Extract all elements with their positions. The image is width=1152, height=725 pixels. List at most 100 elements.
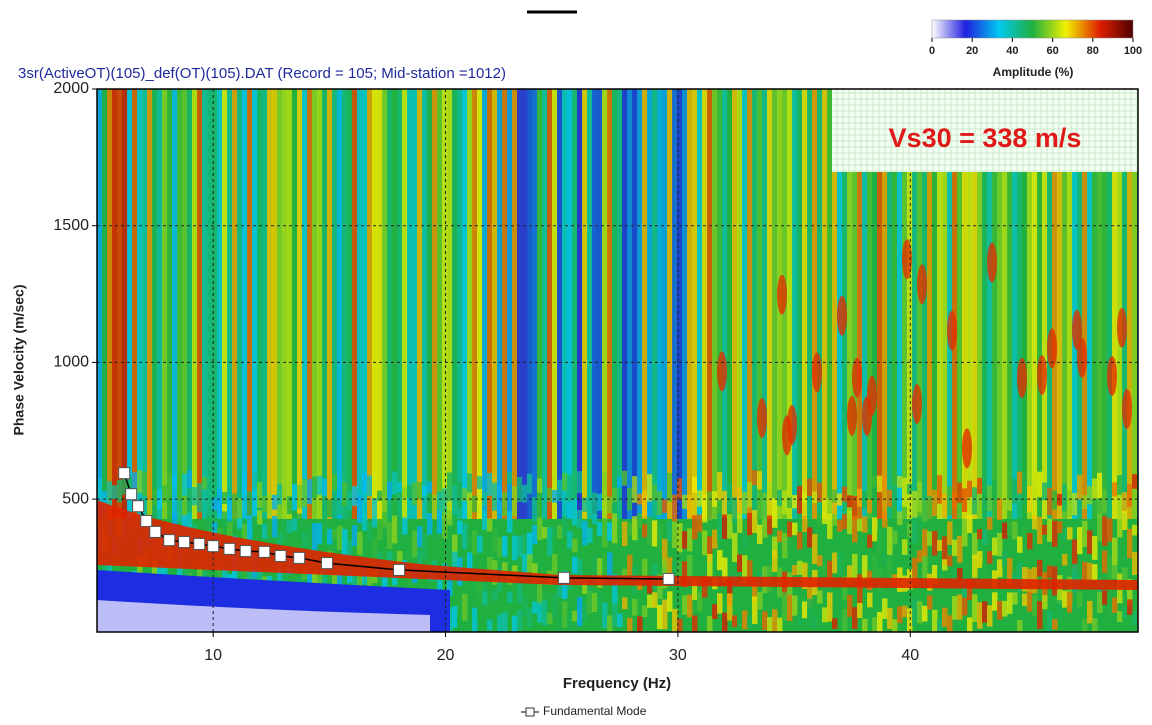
heatmap-blob xyxy=(657,491,663,515)
heatmap-blob xyxy=(1092,536,1098,560)
heatmap-blob xyxy=(732,497,738,523)
heatmap-blob xyxy=(597,494,603,511)
heatmap-blob xyxy=(902,539,908,555)
heatmap-blob xyxy=(407,485,413,498)
annotation: Vs30 = 338 m/s xyxy=(889,123,1082,153)
heatmap-blob xyxy=(577,471,583,493)
heatmap-blob xyxy=(487,620,493,631)
heatmap-blob xyxy=(397,517,403,540)
heatmap-blob xyxy=(392,471,398,494)
heatmap-blob xyxy=(1087,601,1093,623)
heatmap-blob xyxy=(882,474,888,490)
heatmap-blob xyxy=(1002,499,1008,511)
heatmap-blob xyxy=(642,524,648,537)
heatmap-stripe xyxy=(697,89,703,519)
heatmap-blob xyxy=(577,510,583,529)
heatmap-blob xyxy=(717,513,723,540)
heatmap-blob xyxy=(692,477,698,493)
heatmap-blob xyxy=(492,590,498,601)
heatmap-stripe xyxy=(142,89,148,519)
heatmap-blob xyxy=(857,489,863,507)
heatmap-blob xyxy=(1077,591,1083,607)
heatmap-blob xyxy=(927,595,933,609)
heatmap-blob xyxy=(717,593,723,613)
heatmap-stripe xyxy=(137,89,143,519)
heatmap-stripe xyxy=(747,89,753,519)
heatmap-stripe xyxy=(482,89,488,519)
heatmap-stripe xyxy=(252,89,258,519)
heatmap-blob xyxy=(652,520,658,546)
heatmap-stripe xyxy=(707,89,713,519)
heatmap-blob xyxy=(1062,554,1068,566)
data-point xyxy=(240,546,251,557)
heatmap-stripe xyxy=(592,89,598,519)
heatmap-blob xyxy=(537,479,543,493)
heatmap-blob xyxy=(557,480,563,502)
heatmap-blob xyxy=(682,595,688,614)
heatmap-blob xyxy=(997,559,1003,577)
heatmap-blob xyxy=(207,516,213,531)
heatmap-blob xyxy=(807,527,813,547)
heatmap-stripe xyxy=(607,89,613,519)
heatmap-blob xyxy=(1067,527,1073,539)
heatmap-blob xyxy=(552,527,558,537)
heatmap-blob xyxy=(967,515,973,533)
heatmap-blob xyxy=(847,495,853,507)
heatmap-blob xyxy=(702,531,708,556)
heatmap-blob xyxy=(1012,479,1018,503)
heatmap-blob xyxy=(767,515,773,534)
heatmap-blob xyxy=(457,612,463,639)
heatmap-blob xyxy=(177,500,183,523)
heatmap-blob xyxy=(1127,484,1133,507)
legend-label: Fundamental Mode xyxy=(543,704,647,718)
heatmap-blob xyxy=(432,495,438,520)
heatmap-stripe xyxy=(372,89,378,519)
heatmap-stripe xyxy=(352,89,358,519)
heatmap-blob xyxy=(712,530,718,549)
heatmap-blob xyxy=(387,523,393,549)
heatmap-blob xyxy=(582,498,588,512)
heatmap-stripe xyxy=(582,89,588,519)
heatmap-stripe xyxy=(737,89,743,519)
heatmap-blob xyxy=(852,516,858,542)
heatmap-blob xyxy=(552,490,558,503)
heatmap-blob xyxy=(342,482,348,506)
chart: 3sr(ActiveOT)(105)_def(OT)(105).DAT (Rec… xyxy=(0,0,1152,720)
heatmap-blob xyxy=(477,593,483,619)
x-tick-label: 20 xyxy=(437,647,455,664)
heatmap-blob xyxy=(682,495,688,509)
heatmap-blob xyxy=(142,472,148,496)
heatmap-blob xyxy=(667,557,673,572)
heatmap-stripe xyxy=(807,89,813,519)
heatmap-blob xyxy=(982,529,988,545)
heatmap-blob xyxy=(467,532,473,547)
heatmap-blob xyxy=(787,405,797,445)
heatmap-blob xyxy=(997,533,1003,556)
heatmap-stripe xyxy=(342,89,348,519)
heatmap-stripe xyxy=(477,89,483,519)
heatmap-blob xyxy=(797,561,803,575)
heatmap-blob xyxy=(987,486,993,512)
heatmap-stripe xyxy=(237,89,243,519)
heatmap-blob xyxy=(652,592,658,608)
heatmap-stripe xyxy=(297,89,303,519)
heatmap-blob xyxy=(912,599,918,626)
heatmap-blob xyxy=(827,561,833,580)
heatmap-blob xyxy=(362,514,368,531)
heatmap-blob xyxy=(572,499,578,525)
heatmap-stripe xyxy=(567,89,573,519)
heatmap-blob xyxy=(802,516,808,532)
heatmap-blob xyxy=(422,486,428,496)
heatmap-blob xyxy=(867,593,873,608)
data-point xyxy=(119,468,130,479)
heatmap-blob xyxy=(962,488,968,512)
heatmap-blob xyxy=(612,488,618,502)
colorbar-tick-label: 40 xyxy=(1006,45,1018,57)
heatmap-blob xyxy=(842,609,848,634)
heatmap-blob xyxy=(1112,482,1118,496)
heatmap-blob xyxy=(792,495,798,508)
data-point xyxy=(141,515,152,526)
heatmap-blob xyxy=(367,522,373,540)
heatmap-blob xyxy=(832,618,838,629)
heatmap-blob xyxy=(1072,602,1078,613)
